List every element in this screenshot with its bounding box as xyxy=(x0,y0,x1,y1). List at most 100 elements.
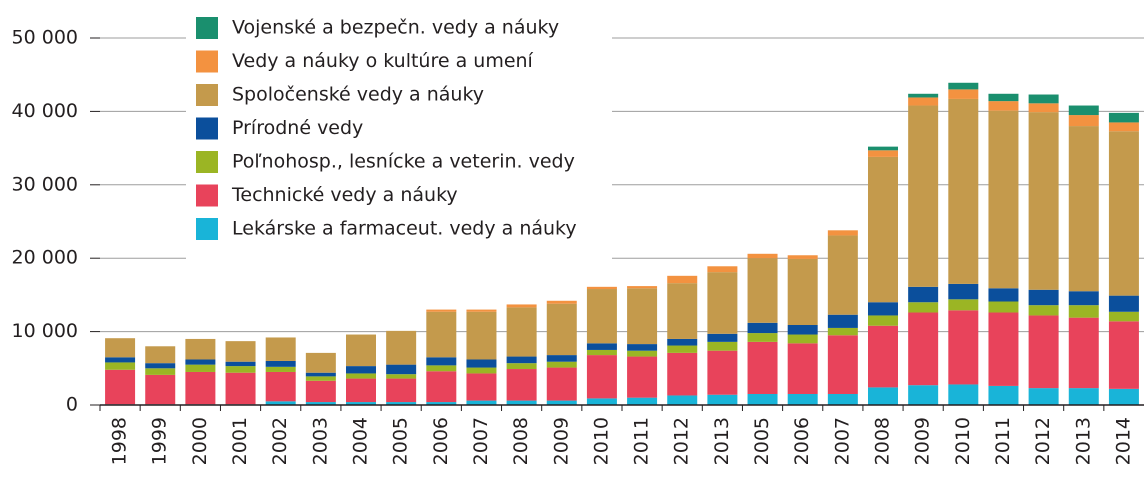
bar-segment xyxy=(787,393,818,405)
bar-segment xyxy=(305,380,336,403)
bar-segment xyxy=(827,314,858,328)
bar-segment xyxy=(506,400,537,405)
bar-segment xyxy=(185,371,216,405)
bar-segment xyxy=(225,366,256,373)
bar-segment xyxy=(105,357,136,363)
bar-segment xyxy=(466,309,497,312)
bar-segment xyxy=(627,397,658,405)
bar-segment xyxy=(747,253,778,259)
bar-segment xyxy=(747,393,778,405)
bar-segment xyxy=(346,334,376,367)
bar-segment xyxy=(988,301,1019,313)
y-tick-label: 30 000 xyxy=(12,173,78,195)
x-tick-label: 2006 xyxy=(791,417,813,465)
bar-segment xyxy=(506,369,537,401)
bar-segment xyxy=(948,98,979,284)
legend-label: Technické vedy a náuky xyxy=(231,184,458,206)
bar-segment xyxy=(948,299,979,311)
bar-segment xyxy=(1028,103,1059,113)
bar-segment xyxy=(627,286,658,289)
bar-segment xyxy=(1068,291,1099,306)
bar-segment xyxy=(627,356,658,398)
bar-segment xyxy=(868,150,898,157)
y-tick-label: 50 000 xyxy=(12,27,78,49)
bar-segment xyxy=(827,235,858,315)
bar-segment xyxy=(1028,315,1059,389)
x-tick-label: 2001 xyxy=(229,417,251,465)
bar-segment xyxy=(1108,112,1139,123)
legend-label: Spoločenské vedy a náuky xyxy=(232,84,484,106)
bar-segment xyxy=(707,272,738,334)
bar-segment xyxy=(707,333,738,342)
bar-segment xyxy=(868,146,898,151)
bar-segment xyxy=(546,355,577,362)
bar-segment xyxy=(466,400,497,405)
bar-segment xyxy=(466,359,497,368)
y-tick-label: 0 xyxy=(66,394,78,416)
bar-segment xyxy=(988,385,1019,405)
y-tick-label: 10 000 xyxy=(12,320,78,342)
legend-swatch xyxy=(196,151,218,173)
bar-segment xyxy=(265,371,296,402)
bar-segment xyxy=(185,359,216,365)
bar-segment xyxy=(868,302,898,316)
bar-segment xyxy=(185,338,216,360)
x-tick-label: 2006 xyxy=(430,417,452,465)
bar-segment xyxy=(586,398,617,405)
bar-segment xyxy=(747,258,778,323)
bar-segment xyxy=(908,93,939,98)
x-tick-label: 2007 xyxy=(831,417,853,465)
legend-swatch xyxy=(196,50,218,73)
bar-segment xyxy=(346,366,376,374)
bar-segment xyxy=(586,349,617,356)
bar-segment xyxy=(868,156,898,303)
legend-swatch xyxy=(196,184,218,207)
x-tick-label: 2005 xyxy=(751,417,773,465)
bar-segment xyxy=(1028,305,1059,316)
legend-swatch xyxy=(196,117,218,140)
bar-segment xyxy=(426,365,457,372)
bar-segment xyxy=(948,89,979,99)
legend-swatch xyxy=(196,84,218,106)
x-tick-label: 2008 xyxy=(510,417,532,465)
bar-segment xyxy=(627,344,658,351)
bar-segment xyxy=(1068,317,1099,389)
bar-segment xyxy=(105,338,136,358)
bar-segment xyxy=(948,82,979,90)
bar-segment xyxy=(225,361,256,367)
bar-segment xyxy=(346,373,376,379)
bar-segment xyxy=(225,372,256,405)
bar-segment xyxy=(546,400,577,405)
bar-segment xyxy=(1028,112,1059,290)
bar-segment xyxy=(707,394,738,405)
bar-segment xyxy=(305,352,336,373)
bar-segment xyxy=(787,334,818,344)
x-tick-label: 2012 xyxy=(671,417,693,465)
bar-segment xyxy=(145,346,176,364)
x-tick-label: 2003 xyxy=(309,417,331,465)
x-tick-label: 1999 xyxy=(149,417,171,465)
bar-segment xyxy=(627,350,658,357)
x-tick-label: 2010 xyxy=(590,417,612,465)
bar-segment xyxy=(868,387,898,405)
bar-segment xyxy=(1108,311,1139,322)
legend-label: Vojenské a bezpečn. vedy a náuky xyxy=(232,17,559,39)
bar-segment xyxy=(506,307,537,357)
bar-segment xyxy=(426,311,457,358)
bar-segment xyxy=(546,300,577,304)
bar-segment xyxy=(546,361,577,368)
bar-segment xyxy=(908,302,939,313)
x-tick-label: 2009 xyxy=(912,417,934,465)
bar-segment xyxy=(346,378,376,403)
legend-swatch xyxy=(196,17,218,39)
bar-segment xyxy=(908,105,939,287)
bar-segment xyxy=(787,343,818,394)
bar-segment xyxy=(386,402,417,405)
bar-segment xyxy=(988,312,1019,386)
bar-segment xyxy=(827,230,858,236)
bar-segment xyxy=(1028,388,1059,405)
bar-segment xyxy=(586,289,617,344)
bar-segment xyxy=(586,343,617,350)
bar-segment xyxy=(868,315,898,326)
bar-segment xyxy=(988,101,1019,111)
